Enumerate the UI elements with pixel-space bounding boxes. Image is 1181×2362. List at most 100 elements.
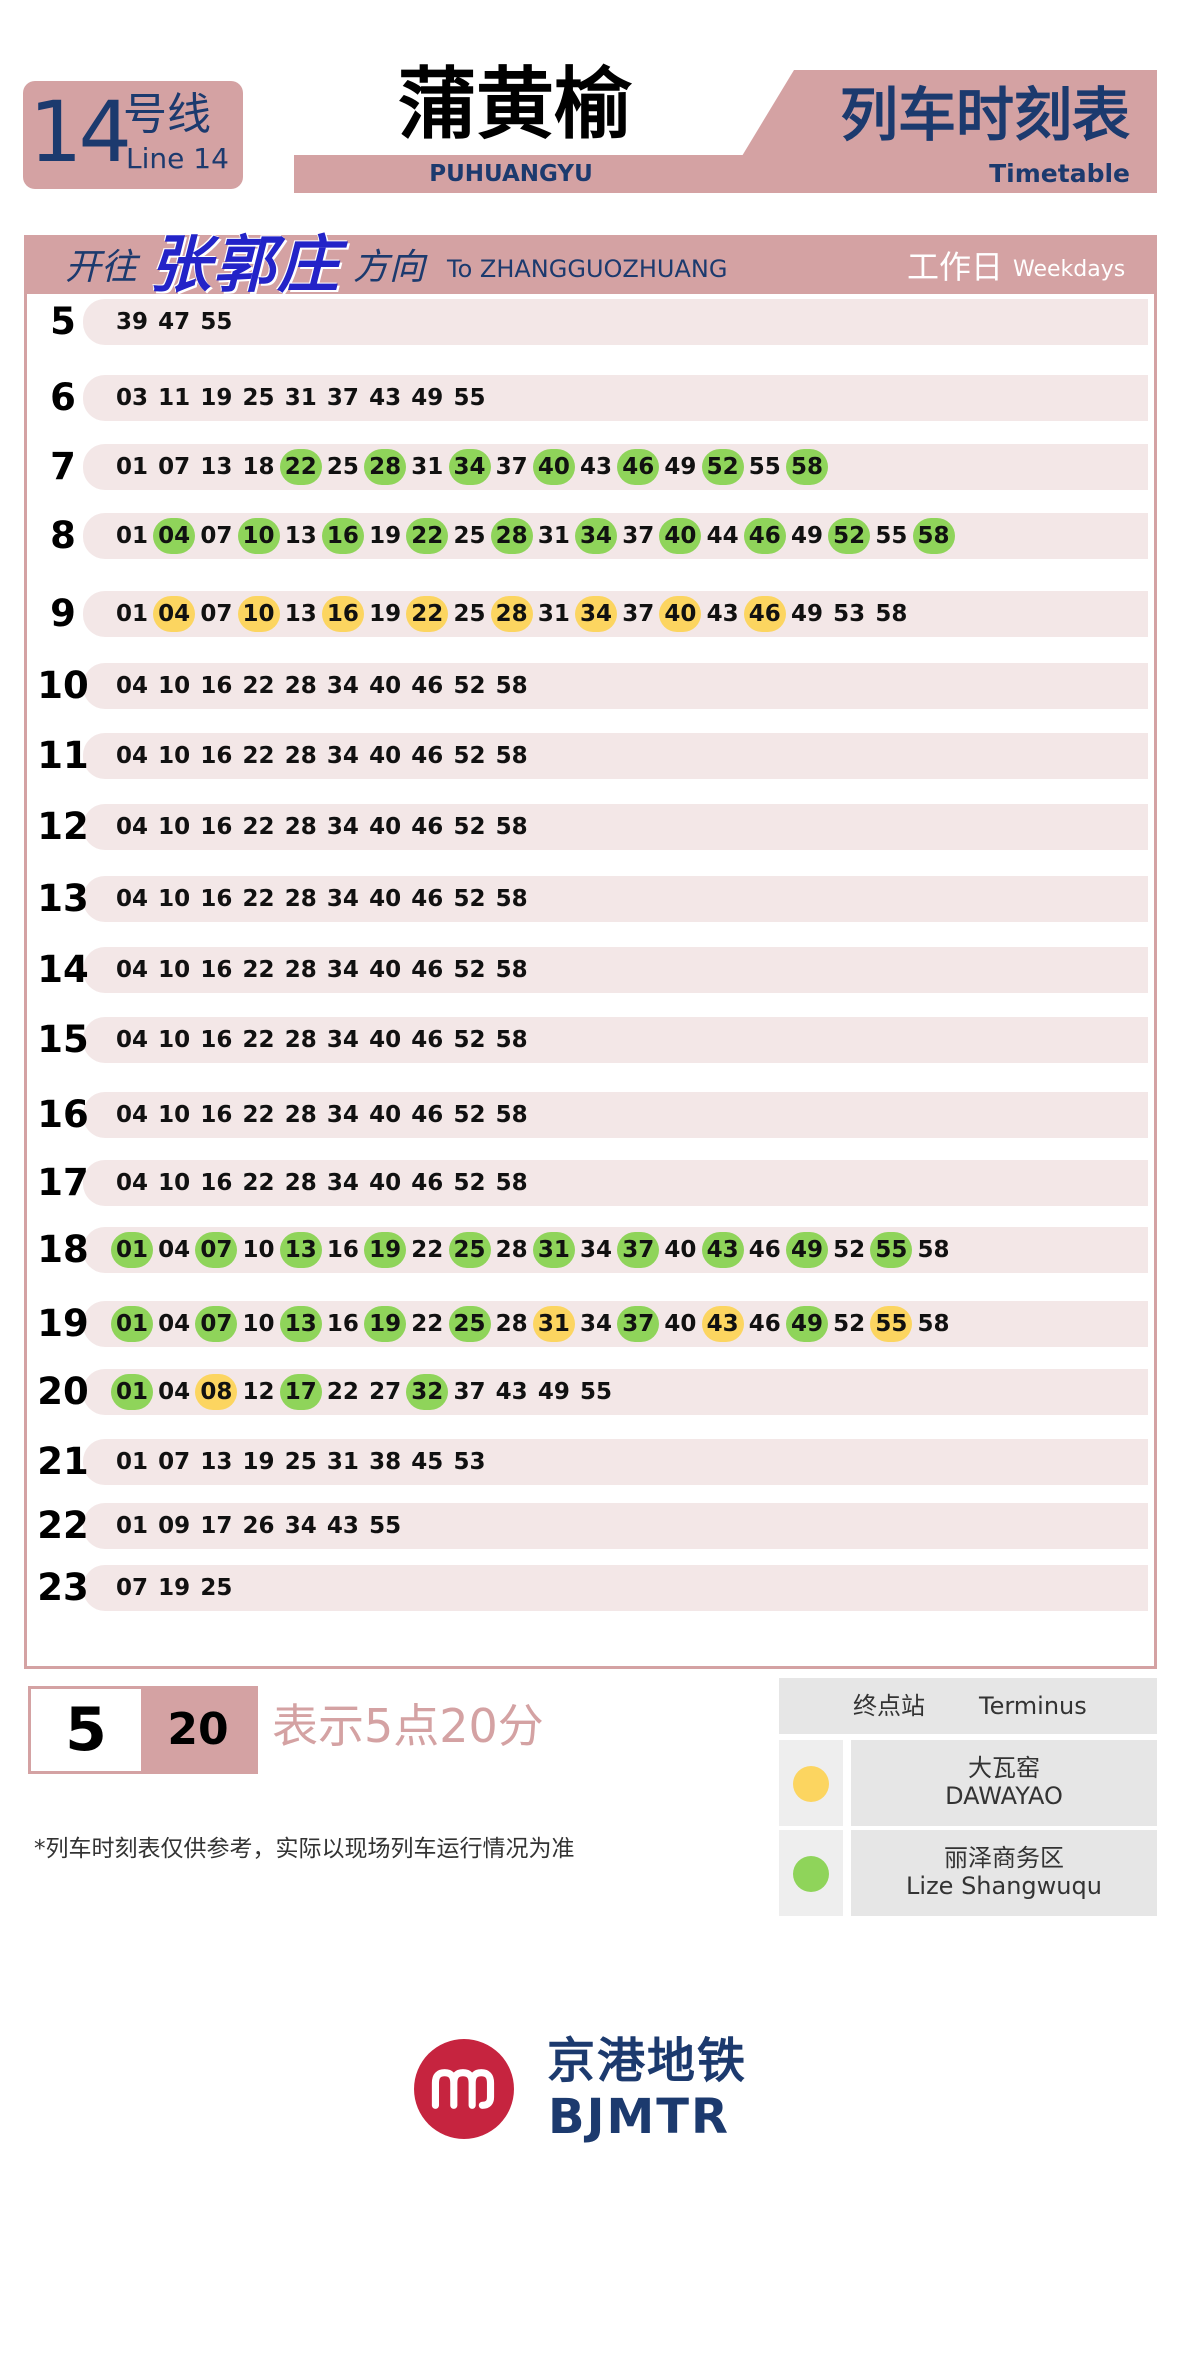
- departure-minute: 10: [242, 1237, 275, 1263]
- hour-row: 18 01 04 07 10 13 16 19 22 25 28 31 34 37 40 43 46 49 52 55…: [27, 1225, 1154, 1275]
- departure-minute: 43: [326, 1513, 359, 1539]
- departure-minute: 04: [115, 814, 148, 840]
- departure-minute: 10: [158, 814, 191, 840]
- departure-minute: 16: [200, 1027, 233, 1053]
- departure-minute: 43: [495, 1379, 528, 1405]
- direction-header: 开往 张郭庄 方向 To ZHANGGUOZHUANG 工作日 Weekdays: [27, 232, 1154, 298]
- departure-minute: 46: [411, 673, 444, 699]
- departure-minute: 46: [411, 743, 444, 769]
- departure-minute: 52: [453, 1170, 486, 1196]
- departure-minute-yellow: 28: [490, 596, 533, 632]
- departure-minute-green: 04: [153, 518, 196, 554]
- departure-minute: 46: [411, 886, 444, 912]
- hour-label: 11: [37, 734, 89, 777]
- hour-row: 22 01 09 17 26 34 43 55: [27, 1501, 1154, 1551]
- hour-label: 22: [37, 1504, 89, 1547]
- row-background: [83, 947, 1148, 993]
- departure-minute: 34: [326, 814, 359, 840]
- hour-label: 19: [37, 1302, 89, 1345]
- departure-minute-green: 58: [786, 449, 828, 485]
- terminus-name-cn: 丽泽商务区: [944, 1844, 1064, 1872]
- departure-minute: 22: [326, 1379, 359, 1405]
- example-explanation: 表示5点20分: [272, 1699, 544, 1753]
- departure-minute: 25: [453, 601, 486, 627]
- hour-label: 7: [50, 445, 76, 488]
- hour-row: 5 39 47 55: [27, 297, 1154, 347]
- row-background: [83, 299, 1148, 345]
- line-label-en: Line 14: [126, 142, 229, 175]
- departure-minute: 07: [158, 454, 191, 480]
- departure-minute: 10: [242, 1311, 275, 1337]
- minute-list: 04 10 16 22 28 34 40 46 52 58: [111, 945, 533, 995]
- departure-minute: 34: [580, 1237, 613, 1263]
- departure-minute: 16: [200, 673, 233, 699]
- departure-minute: 52: [453, 814, 486, 840]
- departure-minute: 25: [242, 385, 275, 411]
- departure-minute: 10: [158, 886, 191, 912]
- row-background: [83, 1301, 1148, 1347]
- departure-minute: 52: [833, 1237, 866, 1263]
- departure-minute: 58: [495, 814, 528, 840]
- departure-minute-green: 16: [321, 518, 364, 554]
- departure-minute: 52: [453, 673, 486, 699]
- departure-minute: 04: [115, 1170, 148, 1196]
- minute-list: 04 10 16 22 28 34 40 46 52 58: [111, 661, 533, 711]
- departure-minute-green: 34: [448, 449, 491, 485]
- timetable-panel: 开往 张郭庄 方向 To ZHANGGUOZHUANG 工作日 Weekdays…: [24, 232, 1157, 1669]
- departure-minute: 58: [917, 1311, 950, 1337]
- departure-minute: 19: [369, 523, 402, 549]
- minute-list: 01 04 07 10 13 16 19 22 25 28 31 34 37 40 43 46 49 52 55 58: [111, 1225, 955, 1275]
- departure-minute: 31: [284, 385, 317, 411]
- departure-minute: 01: [115, 601, 148, 627]
- terminus-name-cn: 大瓦窑: [968, 1754, 1040, 1782]
- station-name-en: PUHUANGYU: [429, 161, 593, 187]
- terminus-name-en: Lize Shangwuqu: [906, 1872, 1102, 1900]
- departure-minute: 25: [326, 454, 359, 480]
- terminus-row-dawayao: 大瓦窑 DAWAYAO: [779, 1740, 1157, 1826]
- departure-minute-yellow: 10: [237, 596, 280, 632]
- departure-minute: 55: [748, 454, 781, 480]
- departure-minute-yellow: 46: [743, 596, 786, 632]
- departure-minute: 34: [326, 673, 359, 699]
- departure-minute: 52: [453, 1027, 486, 1053]
- departure-minute: 49: [790, 601, 823, 627]
- hour-label: 5: [50, 300, 76, 343]
- terminus-label-cn: 终点站: [853, 1692, 925, 1720]
- departure-minute: 52: [453, 743, 486, 769]
- departure-minute: 22: [242, 743, 275, 769]
- departure-minute: 46: [411, 814, 444, 840]
- minute-list: 01 04 07 10 13 16 19 22 25 28 31 34 37 40 43 46 49 52 55 58: [111, 1299, 955, 1349]
- hour-label: 8: [50, 514, 76, 557]
- departure-minute: 34: [326, 743, 359, 769]
- row-background: [83, 375, 1148, 421]
- hour-row: 11 04 10 16 22 28 34 40 46 52 58: [27, 731, 1154, 781]
- departure-minute: 40: [369, 886, 402, 912]
- departure-minute: 04: [115, 1102, 148, 1128]
- departure-minute: 10: [158, 673, 191, 699]
- departure-minute-green: 28: [490, 518, 533, 554]
- direction-destination: 张郭庄: [149, 228, 342, 301]
- hour-row: 15 04 10 16 22 28 34 40 46 52 58: [27, 1015, 1154, 1065]
- departure-minute: 25: [453, 523, 486, 549]
- departure-minute: 22: [411, 1237, 444, 1263]
- bjmtr-logo-icon: [414, 2039, 514, 2139]
- departure-minute: 55: [875, 523, 908, 549]
- yellow-dot-icon: [793, 1766, 829, 1802]
- line-label-cn: 号线: [123, 89, 211, 140]
- row-background: [83, 1017, 1148, 1063]
- departure-minute-green: 37: [617, 1232, 660, 1268]
- departure-minute: 37: [622, 523, 655, 549]
- departure-minute: 01: [115, 454, 148, 480]
- minute-list: 04 10 16 22 28 34 40 46 52 58: [111, 731, 533, 781]
- hour-label: 15: [37, 1018, 89, 1061]
- departure-minute: 53: [833, 601, 866, 627]
- row-background: [83, 1565, 1148, 1611]
- departure-minute: 40: [664, 1311, 697, 1337]
- departure-minute-green: 40: [659, 518, 702, 554]
- terminus-legend: 终点站 Terminus 大瓦窑 DAWAYAO 丽泽商务区 Lize Shan…: [779, 1678, 1157, 1916]
- departure-minute: 39: [115, 309, 148, 335]
- departure-minute-green: 01: [111, 1374, 153, 1410]
- departure-minute: 40: [369, 1102, 402, 1128]
- hour-row: 19 01 04 07 10 13 16 19 22 25 28 31 34 37 40 43 46 49 52 55…: [27, 1299, 1154, 1349]
- hour-label: 23: [37, 1566, 89, 1609]
